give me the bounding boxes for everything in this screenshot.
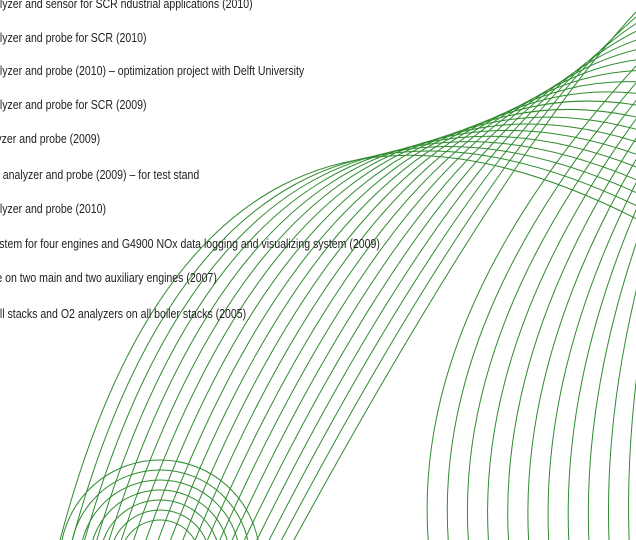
decorative-arc (133, 123, 636, 540)
decorative-arc (446, 82, 636, 540)
decorative-arc (507, 137, 636, 540)
decorative-arc (96, 141, 636, 540)
list-item: le on two main and two auxiliary engines… (0, 270, 217, 285)
decorative-arc (487, 118, 636, 540)
decorative-arc (527, 158, 636, 540)
decorative-arc (231, 49, 636, 540)
decorative-arc (467, 99, 636, 540)
decorative-arc (243, 39, 636, 540)
decorative-arc (145, 116, 636, 540)
decorative-arc (71, 469, 249, 540)
list-item: ystem for four engines and G4900 NOx dat… (0, 236, 380, 251)
list-item: lyzer and probe (2009) (0, 131, 101, 146)
decorative-arc (194, 81, 636, 540)
list-item: alyzer and probe (2010) (0, 201, 107, 216)
decorative-arc (120, 129, 636, 540)
decorative-arc (61, 459, 259, 540)
list-item: alyzer and probe for SCR (2009) (0, 97, 147, 112)
decorative-arc (293, 11, 636, 540)
decorative-arc (547, 182, 636, 540)
decorative-arc (182, 91, 636, 540)
decorative-arc (102, 499, 218, 540)
list-item: all stacks and O2 analyzers on all boile… (0, 306, 247, 321)
decorative-arc (607, 289, 636, 540)
decorative-arc (426, 65, 636, 540)
decorative-arc (256, 30, 636, 540)
decorative-arc (567, 208, 636, 540)
decorative-arc (84, 146, 636, 540)
decorative-arc (268, 22, 636, 540)
decorative-arc (170, 100, 636, 540)
list-item: alyzer and sensor for SCR ndustrial appl… (0, 0, 253, 11)
decorative-arc (113, 509, 207, 540)
decorative-arc (628, 378, 636, 540)
decorative-arc (207, 70, 636, 540)
list-item: 2 analyzer and probe (2009) – for test s… (0, 167, 200, 182)
decorative-arc (92, 489, 228, 540)
list-item: alyzer and probe (2010) – optimization p… (0, 63, 305, 78)
decorative-arc (108, 135, 636, 540)
decorative-arc (219, 59, 636, 540)
decorative-arc (124, 519, 196, 540)
decorative-arc (82, 479, 238, 540)
decorative-arc (157, 108, 636, 540)
decorative-arc (281, 16, 636, 540)
decorative-arc (587, 242, 636, 540)
list-item: alyzer and probe for SCR (2010) (0, 30, 147, 45)
decorative-arc (71, 150, 636, 540)
